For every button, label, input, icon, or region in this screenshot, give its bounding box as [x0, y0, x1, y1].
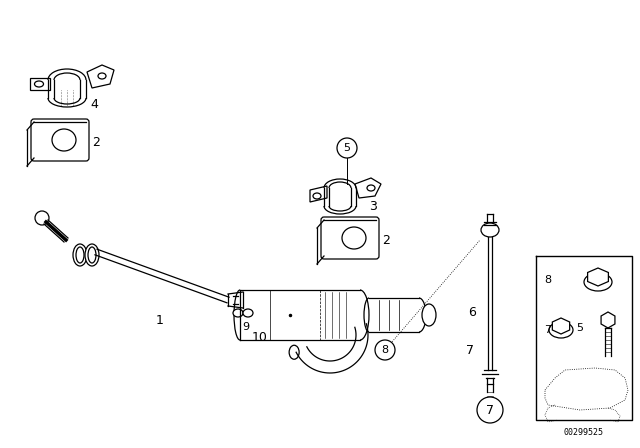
- Text: 7: 7: [486, 404, 494, 417]
- Polygon shape: [552, 318, 570, 334]
- Polygon shape: [601, 312, 615, 328]
- Ellipse shape: [243, 309, 253, 317]
- Text: 8: 8: [545, 275, 552, 285]
- Text: 6: 6: [468, 306, 476, 319]
- Polygon shape: [588, 268, 609, 286]
- Text: 7: 7: [466, 344, 474, 357]
- Ellipse shape: [481, 223, 499, 237]
- Text: 2: 2: [382, 233, 390, 246]
- Circle shape: [477, 397, 503, 423]
- Text: 5: 5: [577, 323, 584, 333]
- Circle shape: [337, 138, 357, 158]
- Ellipse shape: [233, 309, 243, 317]
- Circle shape: [375, 340, 395, 360]
- Text: 7: 7: [545, 325, 552, 335]
- Ellipse shape: [549, 322, 573, 338]
- Ellipse shape: [85, 244, 99, 266]
- Text: 00299525: 00299525: [564, 427, 604, 436]
- Ellipse shape: [422, 304, 436, 326]
- Text: 5: 5: [344, 143, 351, 153]
- Text: 9: 9: [243, 322, 250, 332]
- Ellipse shape: [584, 273, 612, 291]
- Ellipse shape: [289, 345, 299, 359]
- Text: 4: 4: [90, 98, 98, 111]
- Text: 2: 2: [92, 135, 100, 148]
- Text: 1: 1: [156, 314, 164, 327]
- Text: 8: 8: [381, 345, 388, 355]
- Ellipse shape: [73, 244, 87, 266]
- Text: 10: 10: [252, 331, 268, 344]
- Text: 3: 3: [369, 199, 377, 212]
